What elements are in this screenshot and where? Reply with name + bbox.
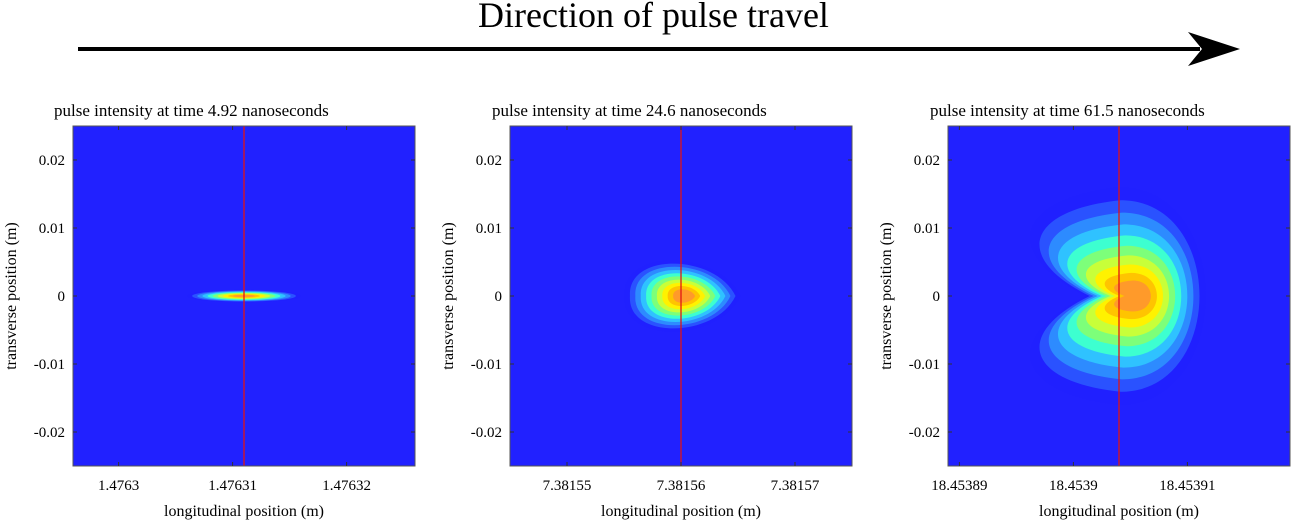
y-axis-label: transverse position (m) — [3, 222, 20, 370]
y-tick-label: 0 — [495, 289, 503, 305]
x-tick-label: 7.38156 — [657, 478, 706, 494]
y-tick-label: 0.01 — [39, 221, 65, 237]
contour-band — [1114, 280, 1151, 312]
y-tick-label: 0.01 — [914, 221, 940, 237]
x-tick-label: 1.47631 — [208, 478, 257, 494]
x-tick-label: 1.47632 — [322, 478, 371, 494]
x-tick-label: 7.38155 — [543, 478, 592, 494]
y-axis-label: transverse position (m) — [440, 222, 457, 370]
y-tick-label: 0 — [58, 289, 66, 305]
panel-title: pulse intensity at time 61.5 nanoseconds — [930, 101, 1205, 120]
y-tick-label: -0.01 — [34, 357, 65, 373]
heatmap-plot: 0.02 0.01 0 -0.01 -0.02 7.38155 7.38156 7.38157… — [440, 125, 853, 520]
y-tick-label: 0.02 — [476, 153, 502, 169]
heatmap-plot: 0.02 0.01 0 -0.01 -0.02 1.4763 1.47631 1.47632 l… — [3, 125, 416, 520]
y-tick-label: -0.02 — [471, 425, 502, 441]
y-tick-label: 0 — [933, 289, 941, 305]
y-tick-label: -0.02 — [909, 425, 940, 441]
x-axis-label: longitudinal position (m) — [601, 503, 761, 520]
direction-title: Direction of pulse travel — [478, 0, 829, 35]
y-tick-label: -0.02 — [34, 425, 65, 441]
direction-arrow-icon — [78, 32, 1240, 66]
x-axis-label: longitudinal position (m) — [164, 503, 324, 520]
y-tick-label: 0.02 — [914, 153, 940, 169]
y-axis-label: transverse position (m) — [878, 222, 895, 370]
panel-title: pulse intensity at time 24.6 nanoseconds — [492, 101, 767, 120]
x-tick-label: 7.38157 — [771, 478, 820, 494]
panel-title: pulse intensity at time 4.92 nanoseconds — [54, 101, 329, 120]
chart-panel-3: pulse intensity at time 61.5 nanoseconds… — [875, 98, 1291, 523]
chart-panel-2: pulse intensity at time 24.6 nanoseconds… — [437, 98, 867, 523]
y-tick-label: 0.02 — [39, 153, 65, 169]
heatmap-plot: 0.02 0.01 0 -0.01 -0.02 18.45389 18.4539 18.453… — [878, 125, 1291, 520]
y-tick-label: -0.01 — [471, 357, 502, 373]
x-tick-label: 18.45391 — [1159, 478, 1215, 494]
y-tick-label: -0.01 — [909, 357, 940, 373]
x-tick-label: 1.4763 — [98, 478, 139, 494]
y-tick-label: 0.01 — [476, 221, 502, 237]
pulse-contours — [624, 260, 741, 332]
x-tick-label: 18.4539 — [1049, 478, 1098, 494]
x-axis-label: longitudinal position (m) — [1039, 503, 1199, 520]
x-tick-label: 18.45389 — [931, 478, 987, 494]
contour-band — [673, 289, 696, 303]
chart-panel-1: pulse intensity at time 4.92 nanoseconds… — [0, 98, 430, 523]
